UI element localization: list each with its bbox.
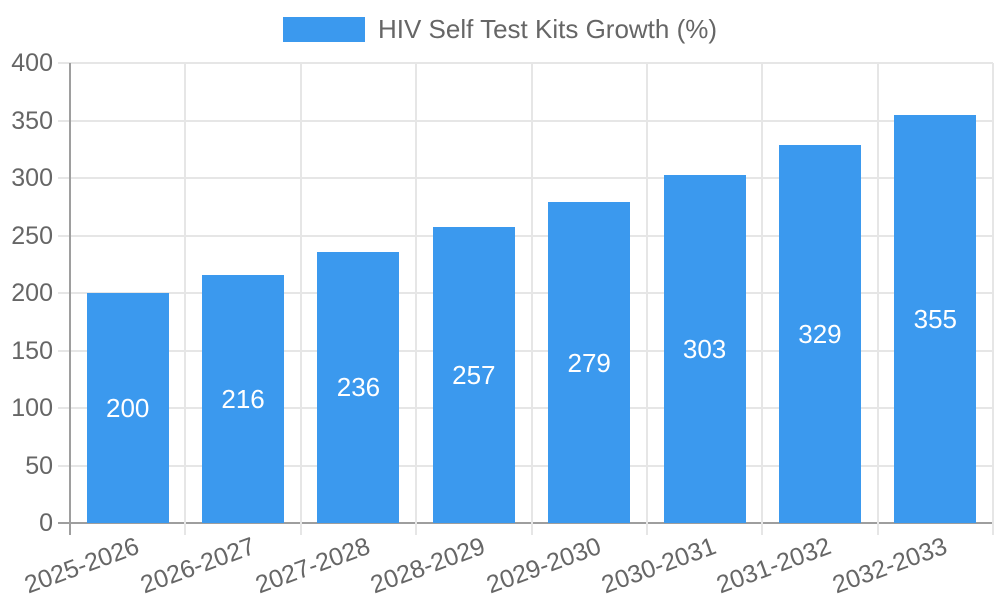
- bar: [432, 227, 515, 523]
- v-gridline: [530, 63, 533, 523]
- v-gridline: [184, 63, 187, 523]
- bar: [202, 274, 285, 523]
- v-gridline: [645, 63, 648, 523]
- bar-value-label: 355: [913, 303, 957, 334]
- y-tick-mark: [58, 464, 70, 467]
- legend-label: HIV Self Test Kits Growth (%): [377, 14, 718, 44]
- v-gridline: [415, 63, 418, 523]
- x-tick-label: 2025-2026: [20, 532, 143, 600]
- x-tick-mark: [992, 523, 994, 535]
- bar: [317, 251, 400, 523]
- bar-value-label: 329: [798, 318, 842, 349]
- legend-swatch: [282, 16, 365, 42]
- v-gridline: [299, 63, 302, 523]
- bar-value-label: 279: [567, 347, 611, 378]
- y-tick-label: 400: [11, 49, 53, 77]
- x-tick-mark: [184, 523, 187, 535]
- legend-item[interactable]: HIV Self Test Kits Growth (%): [282, 14, 718, 44]
- bar-value-label: 236: [336, 372, 381, 403]
- y-tick-mark: [58, 407, 70, 409]
- x-tick-mark: [69, 523, 71, 535]
- x-tick-label: 2027-2028: [251, 532, 374, 600]
- v-gridline: [761, 63, 764, 523]
- y-tick-mark: [58, 177, 70, 179]
- x-tick-mark: [299, 523, 302, 535]
- v-gridline: [876, 63, 879, 523]
- bar: [894, 114, 977, 523]
- y-tick-label: 100: [11, 394, 53, 422]
- y-tick-mark: [58, 119, 70, 122]
- bar: [663, 174, 746, 523]
- x-tick-mark: [876, 523, 879, 535]
- bar: [778, 144, 861, 523]
- y-tick-mark: [58, 292, 70, 294]
- y-tick-mark: [58, 349, 70, 352]
- x-tick-label: 2028-2029: [367, 532, 490, 600]
- x-tick-label: 2032-2033: [828, 532, 951, 600]
- y-tick-label: 350: [11, 106, 53, 135]
- bar-value-label: 216: [221, 383, 265, 414]
- x-tick-label: 2029-2030: [482, 532, 605, 600]
- x-tick-mark: [530, 523, 533, 535]
- y-tick-label: 300: [11, 164, 53, 192]
- y-tick-mark: [58, 62, 70, 64]
- v-gridline: [992, 63, 994, 523]
- x-tick-label: 2026-2027: [136, 532, 259, 600]
- bar-value-label: 257: [452, 360, 496, 391]
- y-tick-label: 50: [25, 451, 53, 480]
- y-tick-mark: [58, 522, 70, 524]
- y-tick-label: 150: [11, 336, 53, 365]
- x-tick-label: 2031-2032: [713, 532, 836, 600]
- y-tick-label: 200: [11, 279, 53, 307]
- y-tick-label: 0: [39, 509, 53, 537]
- x-tick-mark: [761, 523, 764, 535]
- legend: HIV Self Test Kits Growth (%): [0, 14, 1000, 44]
- plot-area: 200 216 236 257 279 303 329 355: [58, 62, 994, 535]
- x-tick-label: 2030-2031: [597, 532, 720, 600]
- bar: [86, 293, 169, 523]
- bar-value-label: 303: [682, 333, 727, 364]
- bar-value-label: 200: [105, 393, 150, 423]
- bar: [548, 202, 631, 523]
- y-tick-label: 250: [11, 221, 53, 250]
- y-tick-mark: [58, 234, 70, 237]
- x-tick-mark: [645, 523, 648, 535]
- x-tick-mark: [415, 523, 418, 535]
- y-axis-line: [69, 63, 71, 523]
